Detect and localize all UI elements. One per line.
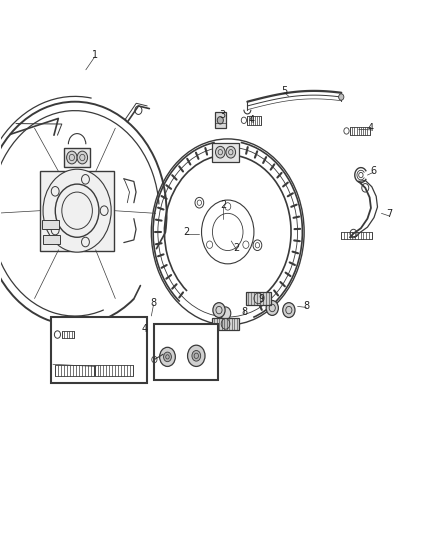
Bar [154,324,218,379]
Text: 7: 7 [386,209,392,220]
Bar [212,143,239,162]
Bar [341,232,372,239]
Text: 8: 8 [303,301,309,311]
Circle shape [43,169,111,252]
Text: 2: 2 [220,200,226,211]
Text: 4: 4 [142,324,148,334]
Circle shape [339,94,344,100]
Circle shape [221,319,230,329]
Text: 2: 2 [183,227,189,237]
Bar [95,366,133,376]
Circle shape [215,147,225,158]
Circle shape [77,151,88,164]
Bar [51,317,147,383]
Circle shape [192,351,201,361]
Circle shape [217,117,223,124]
Circle shape [213,303,225,318]
Bar [247,116,261,125]
Bar [55,366,94,376]
Bar [350,127,370,135]
Text: 9: 9 [259,294,265,304]
Circle shape [226,147,236,158]
Circle shape [187,345,205,367]
Bar [43,235,60,244]
Text: 3: 3 [219,110,226,120]
Bar [246,292,271,305]
Circle shape [283,303,295,318]
Bar [42,220,59,229]
Text: 4: 4 [249,115,255,125]
Text: 5: 5 [281,86,288,96]
Text: 1: 1 [92,50,98,60]
Text: 8: 8 [150,297,156,308]
Circle shape [163,352,171,362]
Bar [212,318,239,330]
Text: 4: 4 [368,123,374,133]
Text: 2: 2 [233,243,240,253]
Text: 6: 6 [370,166,376,176]
Text: 8: 8 [241,306,247,317]
Circle shape [220,307,231,320]
Bar [62,331,74,338]
Bar [40,171,114,251]
Circle shape [266,301,279,316]
Bar [215,112,226,128]
Circle shape [159,348,175,367]
Circle shape [67,151,77,164]
Bar [64,148,90,167]
